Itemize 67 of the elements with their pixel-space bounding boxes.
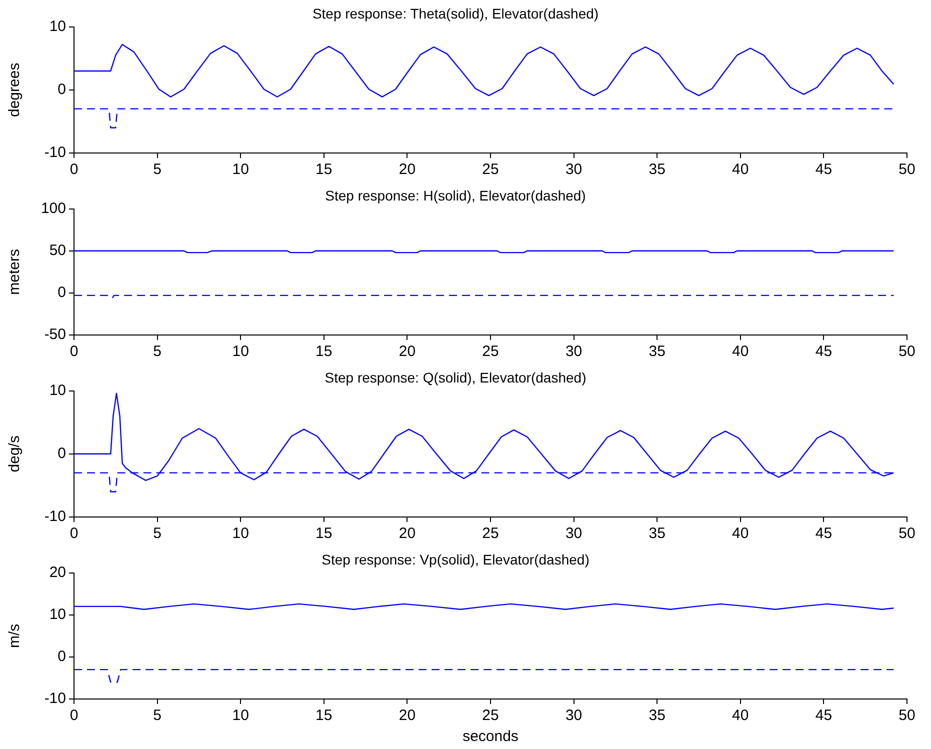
x-tick-label: 0	[70, 525, 78, 542]
x-tick-label: 35	[648, 343, 666, 360]
y-tick-label: -10	[44, 508, 66, 526]
x-tick-label: 45	[815, 161, 832, 178]
x-tick-label: 30	[565, 707, 582, 724]
x-tick-label: 25	[482, 707, 499, 724]
x-tick-label: 30	[565, 161, 582, 178]
x-tick-label: 45	[815, 343, 832, 360]
x-tick-label: 20	[398, 525, 416, 542]
chart-title: Step response: Vp(solid), Elevator(dashed)	[322, 551, 590, 568]
x-tick-label: 5	[153, 343, 162, 360]
y-axis-title: m/s	[6, 624, 24, 648]
x-tick-label: 50	[898, 161, 916, 178]
x-tick-label: 0	[70, 707, 78, 724]
x-tick-label: 20	[398, 343, 416, 360]
y-tick-label: 0	[58, 445, 66, 462]
y-axis-title: degrees	[6, 62, 24, 118]
x-tick-label: 35	[648, 161, 666, 178]
y-tick-label: 50	[49, 242, 66, 260]
y-tick-label: 0	[58, 284, 66, 302]
x-tick-label: 10	[232, 707, 249, 724]
x-tick-label: 15	[316, 161, 332, 178]
x-tick-label: 15	[316, 525, 332, 542]
x-tick-label: 5	[153, 525, 162, 542]
x-tick-label: 10	[232, 161, 249, 178]
y-tick-label: 20	[49, 564, 66, 581]
y-tick-label: 100	[40, 200, 66, 217]
x-tick-label: 10	[232, 525, 249, 542]
x-tick-label: 25	[482, 343, 499, 360]
chart-title: Step response: H(solid), Elevator(dashed)	[325, 187, 586, 204]
x-tick-label: 45	[815, 707, 832, 724]
y-axis-title: meters	[6, 248, 24, 295]
x-tick-label: 5	[153, 161, 162, 178]
x-tick-label: 30	[565, 343, 582, 360]
x-tick-label: 50	[898, 707, 916, 724]
y-tick-label: 10	[49, 18, 66, 35]
y-tick-label: -10	[44, 690, 66, 708]
x-tick-label: 50	[898, 343, 916, 360]
x-tick-label: 10	[232, 343, 249, 360]
y-axis-title: deg/s	[6, 436, 24, 472]
x-axis-title: seconds	[462, 728, 518, 746]
y-tick-label: 0	[58, 81, 66, 98]
x-tick-label: 35	[648, 707, 666, 724]
x-tick-label: 25	[482, 161, 499, 178]
x-tick-label: 45	[815, 525, 832, 542]
x-tick-label: 20	[398, 161, 416, 178]
y-tick-label: -10	[44, 144, 66, 162]
chart-title: Step response: Q(solid), Elevator(dashed)	[324, 369, 586, 386]
y-tick-label: 0	[58, 648, 66, 666]
y-tick-label: 10	[49, 382, 66, 399]
x-tick-label: 40	[732, 707, 749, 724]
x-tick-label: 30	[565, 525, 582, 542]
y-tick-label: -50	[44, 326, 66, 344]
x-tick-label: 40	[732, 161, 749, 178]
x-tick-label: 15	[316, 707, 332, 724]
x-tick-label: 0	[70, 161, 78, 178]
chart-title: Step response: Theta(solid), Elevator(dashed)	[312, 5, 599, 22]
y-tick-label: 10	[49, 606, 66, 624]
x-tick-label: 15	[316, 343, 332, 360]
x-tick-label: 25	[482, 525, 499, 542]
x-tick-label: 40	[732, 525, 749, 542]
x-tick-label: 35	[648, 525, 666, 542]
x-tick-label: 20	[398, 707, 416, 724]
x-tick-label: 5	[153, 707, 162, 724]
x-tick-label: 0	[70, 343, 78, 360]
x-tick-label: 40	[732, 343, 749, 360]
x-tick-label: 50	[898, 525, 916, 542]
